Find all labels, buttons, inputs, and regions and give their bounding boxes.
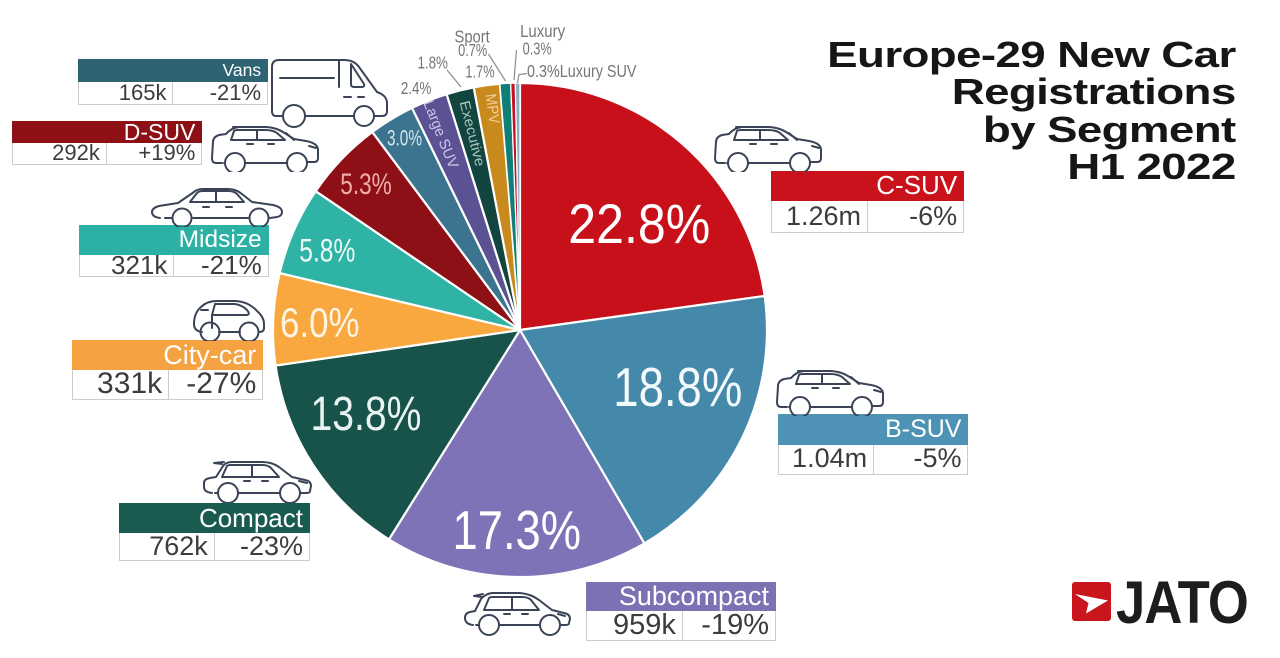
svg-text:22.8%: 22.8%	[568, 192, 710, 255]
svg-text:2.4%: 2.4%	[401, 78, 432, 98]
svg-text:18.8%: 18.8%	[613, 356, 742, 418]
svg-text:1.7%: 1.7%	[465, 62, 494, 82]
svg-text:17.3%: 17.3%	[453, 499, 582, 561]
svg-text:1.8%: 1.8%	[417, 53, 448, 73]
svg-text:5.3%: 5.3%	[340, 168, 392, 201]
svg-text:Luxury: Luxury	[520, 21, 565, 41]
svg-text:5.8%: 5.8%	[299, 232, 355, 268]
svg-text:0.7%: 0.7%	[458, 40, 487, 60]
svg-text:0.3%Luxury SUV: 0.3%Luxury SUV	[527, 61, 637, 81]
svg-text:0.3%: 0.3%	[523, 39, 552, 59]
svg-text:6.0%: 6.0%	[280, 299, 360, 346]
svg-text:MPV: MPV	[482, 93, 503, 126]
svg-text:3.0%: 3.0%	[387, 126, 422, 151]
svg-text:13.8%: 13.8%	[311, 388, 422, 441]
svg-text:Sport: Sport	[455, 26, 490, 46]
